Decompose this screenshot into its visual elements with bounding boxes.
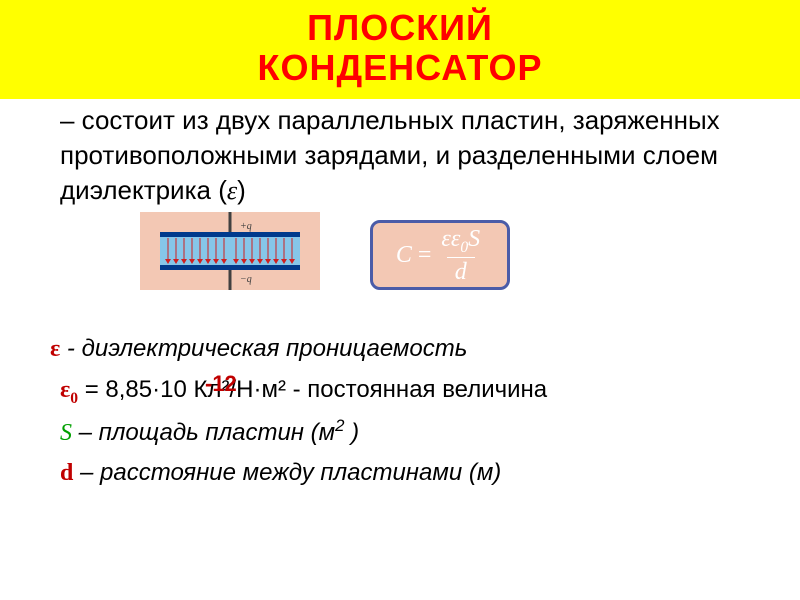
epsilon0-value: = 8,85·10 bbox=[78, 376, 187, 403]
capacitor-diagram: +q −q bbox=[140, 212, 320, 290]
area-symbol: S bbox=[60, 420, 72, 446]
epsilon-symbol: ε bbox=[50, 336, 60, 362]
epsilon0-symbol: ε0 bbox=[60, 377, 78, 403]
area-text: – площадь пластин (м bbox=[72, 419, 335, 446]
svg-text:−q: −q bbox=[240, 274, 252, 285]
def-distance: d – расстояние между пластинами (м) bbox=[50, 454, 750, 492]
formula-lhs: C bbox=[396, 242, 412, 269]
epsilon-text: - диэлектрическая проницаемость bbox=[60, 335, 467, 362]
def-epsilon: ε - диэлектрическая проницаемость bbox=[50, 330, 750, 368]
formula-fraction: εε0S d bbox=[437, 227, 484, 284]
formula-numerator: εε0S bbox=[437, 227, 484, 257]
title-bar: ПЛОСКИЙ КОНДЕНСАТОР bbox=[0, 0, 800, 99]
formula-eq: = bbox=[418, 242, 432, 269]
area-tail: ) bbox=[344, 419, 359, 446]
diagram-row: +q −q C = εε0S d bbox=[0, 184, 800, 304]
formula-denominator: d bbox=[447, 257, 475, 284]
def-area: S – площадь пластин (м2 ) bbox=[50, 413, 750, 452]
slide-title: ПЛОСКИЙ КОНДЕНСАТОР bbox=[20, 8, 780, 87]
definitions: ε - диэлектрическая проницаемость ε0 = 8… bbox=[0, 304, 800, 492]
capacitance-formula: C = εε0S d bbox=[396, 227, 484, 284]
epsilon0-exponent-overlay: -12 bbox=[205, 367, 237, 401]
distance-symbol: d bbox=[60, 460, 73, 486]
title-line1: ПЛОСКИЙ bbox=[307, 7, 493, 48]
svg-text:+q: +q bbox=[240, 221, 252, 232]
title-line2: КОНДЕНСАТОР bbox=[257, 47, 542, 88]
def-epsilon0: ε0 = 8,85·10 Кл²/Н·м² - постоянная велич… bbox=[50, 371, 750, 411]
formula-box: C = εε0S d bbox=[370, 220, 510, 290]
epsilon0-units: Кл²/Н·м² - постоянная величина bbox=[187, 376, 547, 403]
distance-text: – расстояние между пластинами (м) bbox=[73, 459, 501, 486]
